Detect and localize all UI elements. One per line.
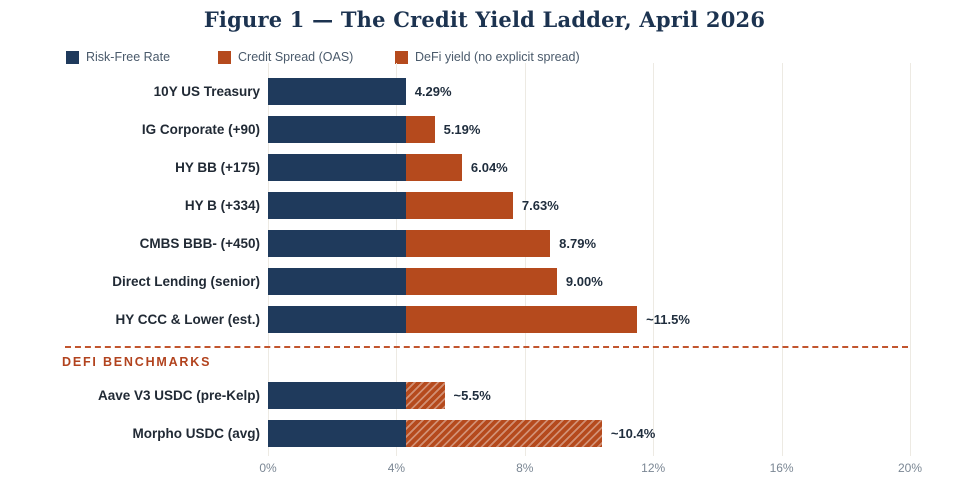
bar-value-label: 9.00% bbox=[565, 274, 603, 289]
risk-free-segment bbox=[268, 78, 406, 105]
bar-credit bbox=[268, 192, 513, 219]
category-label: Aave V3 USDC (pre-Kelp) bbox=[97, 388, 260, 403]
bar-credit bbox=[268, 116, 435, 143]
category-label: 10Y US Treasury bbox=[153, 84, 260, 99]
category-label: Morpho USDC (avg) bbox=[132, 426, 261, 441]
bar-credit bbox=[268, 154, 462, 181]
risk-free-segment bbox=[268, 306, 406, 333]
bar-value-label: ~11.5% bbox=[646, 312, 690, 327]
risk-free-segment bbox=[268, 154, 406, 181]
credit-spread-segment bbox=[405, 268, 557, 295]
category-label: Direct Lending (senior) bbox=[112, 274, 260, 289]
gridline-4% bbox=[396, 63, 398, 456]
defi-yield-segment bbox=[405, 420, 602, 447]
gridline-0% bbox=[268, 63, 269, 456]
defi-separator-dashed-line bbox=[65, 346, 908, 348]
credit-spread-segment bbox=[405, 116, 435, 143]
legend-item-solid-orange: Credit Spread (OAS) bbox=[218, 50, 353, 64]
category-label: IG Corporate (+90) bbox=[141, 122, 260, 137]
x-axis-tick-label: 20% bbox=[897, 461, 923, 475]
solid-navy-legend-swatch bbox=[66, 50, 79, 64]
x-axis-tick-label: 4% bbox=[387, 461, 406, 475]
risk-free-segment bbox=[268, 420, 406, 447]
legend-label: DeFi yield (no explicit spread) bbox=[415, 50, 580, 64]
bar-value-label: 8.79% bbox=[559, 236, 597, 251]
figure-title: Figure 1 — The Credit Yield Ladder, Apri… bbox=[203, 7, 766, 32]
bar-value-label: 5.19% bbox=[443, 122, 481, 137]
risk-free-segment bbox=[268, 116, 406, 143]
x-axis-tick-label: 0% bbox=[259, 461, 277, 475]
gridline-20% bbox=[910, 63, 911, 456]
bar-value-label: 7.63% bbox=[521, 198, 559, 213]
defi-yield-segment bbox=[405, 382, 445, 409]
bar-value-label: 4.29% bbox=[414, 84, 452, 99]
category-label: CMBS BBB- (+450) bbox=[139, 236, 260, 251]
credit-spread-segment bbox=[405, 192, 513, 219]
x-axis-tick-label: 12% bbox=[641, 461, 666, 475]
gridline-8% bbox=[524, 63, 526, 456]
bar-credit bbox=[268, 78, 406, 105]
bar-value-label: ~10.4% bbox=[610, 426, 656, 441]
category-label: HY BB (+175) bbox=[175, 160, 260, 175]
bar-credit bbox=[268, 230, 551, 257]
defi-benchmarks-section-label: DEFI BENCHMARKS bbox=[62, 355, 212, 369]
category-label: HY CCC & Lower (est.) bbox=[115, 312, 260, 327]
legend-label: Risk-Free Rate bbox=[86, 50, 171, 64]
hatched-orange-legend-swatch bbox=[395, 50, 408, 64]
x-axis-tick-label: 16% bbox=[769, 461, 794, 475]
gridline-16% bbox=[781, 63, 783, 456]
credit-spread-segment bbox=[405, 230, 551, 257]
risk-free-segment bbox=[268, 192, 406, 219]
risk-free-segment bbox=[268, 382, 406, 409]
risk-free-segment bbox=[268, 268, 406, 295]
risk-free-segment bbox=[268, 230, 406, 257]
bar-credit bbox=[268, 306, 638, 333]
credit-spread-segment bbox=[405, 306, 638, 333]
legend-item-solid-navy: Risk-Free Rate bbox=[66, 50, 170, 64]
x-axis-tick-label: 8% bbox=[516, 461, 534, 475]
gridline-12% bbox=[653, 63, 655, 456]
solid-orange-legend-swatch bbox=[218, 50, 231, 64]
credit-spread-segment bbox=[405, 154, 462, 181]
category-label: HY B (+334) bbox=[184, 198, 260, 213]
bar-value-label: ~5.5% bbox=[453, 388, 491, 403]
bar-defi bbox=[268, 420, 602, 447]
legend-item-hatched-orange: DeFi yield (no explicit spread) bbox=[395, 50, 580, 64]
bar-value-label: 6.04% bbox=[470, 160, 508, 175]
bar-defi bbox=[268, 382, 445, 409]
bar-credit bbox=[268, 268, 557, 295]
legend-label: Credit Spread (OAS) bbox=[238, 50, 354, 64]
